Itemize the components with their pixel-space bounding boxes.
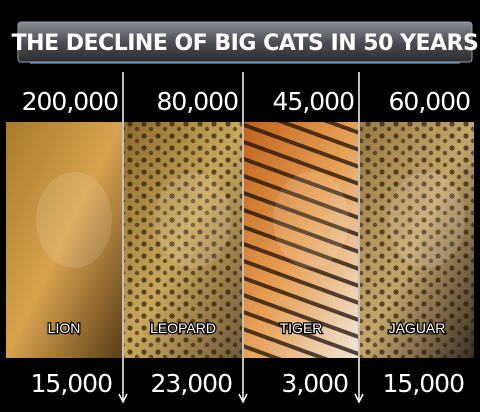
cat-name: LION bbox=[48, 320, 81, 336]
cat-name: LEOPARD bbox=[150, 320, 216, 336]
cat-name: TIGER bbox=[280, 320, 323, 336]
after-count: 15,000 bbox=[31, 369, 113, 398]
cat-texture bbox=[124, 122, 242, 358]
cat-name: JAGUAR bbox=[389, 320, 446, 336]
before-count: 80,000 bbox=[157, 87, 239, 116]
title: THE DECLINE OF BIG CATS IN 50 YEARS bbox=[12, 31, 479, 56]
after-count: 15,000 bbox=[383, 369, 465, 398]
cat-photo bbox=[6, 122, 122, 358]
after-count: 23,000 bbox=[151, 369, 233, 398]
down-arrow bbox=[118, 393, 128, 404]
title-banner bbox=[17, 21, 473, 63]
down-arrow bbox=[238, 393, 248, 404]
cat-face bbox=[389, 172, 465, 268]
cat-face bbox=[36, 172, 112, 268]
cat-face bbox=[273, 172, 349, 268]
cat-face bbox=[155, 172, 231, 268]
before-count: 60,000 bbox=[389, 87, 471, 116]
down-arrow bbox=[354, 393, 364, 404]
before-count: 200,000 bbox=[22, 87, 118, 116]
cat-texture bbox=[244, 122, 358, 358]
columns: LION 200,000 15,000 LEOPARD 80,000 23,000 TIGE… bbox=[6, 72, 474, 404]
before-count: 45,000 bbox=[273, 87, 355, 116]
after-count: 3,000 bbox=[281, 369, 348, 398]
cat-texture bbox=[360, 122, 474, 358]
